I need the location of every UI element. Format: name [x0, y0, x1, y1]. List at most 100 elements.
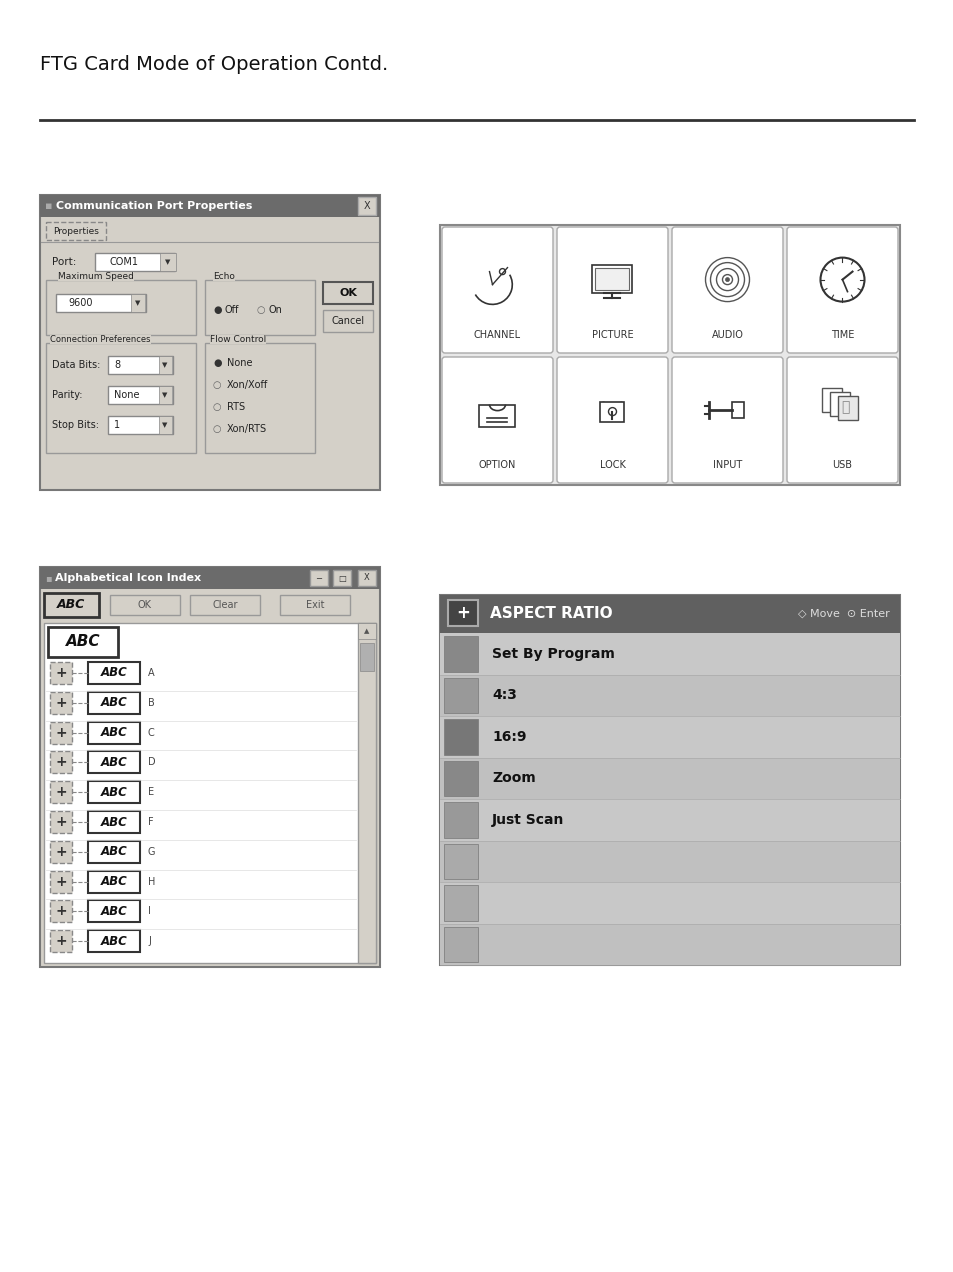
Circle shape	[724, 277, 729, 281]
Bar	[323, 310, 373, 332]
Text: C: C	[148, 728, 154, 738]
FancyBboxPatch shape	[786, 226, 897, 354]
Bar	[159, 356, 172, 374]
Bar	[110, 595, 180, 614]
FancyBboxPatch shape	[50, 841, 71, 862]
Text: Properties: Properties	[53, 226, 99, 235]
Bar	[159, 416, 172, 434]
FancyBboxPatch shape	[46, 223, 106, 240]
Bar	[443, 636, 477, 672]
Bar	[357, 197, 375, 215]
Text: LOCK: LOCK	[598, 460, 625, 469]
Bar	[357, 623, 375, 963]
Bar	[443, 926, 477, 962]
Bar	[439, 225, 899, 485]
FancyBboxPatch shape	[50, 721, 71, 744]
Text: +: +	[55, 904, 67, 918]
Bar	[439, 595, 899, 965]
Bar	[44, 623, 375, 963]
Text: F: F	[148, 817, 153, 827]
Text: ○: ○	[213, 380, 221, 391]
Bar	[160, 253, 175, 271]
Bar	[40, 567, 379, 589]
Text: Just Scan: Just Scan	[492, 813, 564, 827]
Text: ABC: ABC	[100, 786, 128, 799]
Text: ▼: ▼	[162, 422, 168, 427]
Bar	[439, 595, 899, 633]
Bar	[333, 570, 351, 586]
Text: ●: ●	[213, 305, 221, 315]
Bar	[88, 692, 140, 714]
Text: OK: OK	[338, 287, 356, 298]
Text: Cancel: Cancel	[331, 315, 364, 326]
Text: PICTURE: PICTURE	[591, 329, 633, 340]
FancyBboxPatch shape	[46, 343, 195, 453]
Text: Connection Preferences: Connection Preferences	[50, 335, 151, 343]
Text: ABC: ABC	[66, 635, 100, 650]
Bar	[280, 595, 350, 614]
Bar	[88, 870, 140, 893]
Text: ▪: ▪	[45, 201, 52, 211]
Text: Echo: Echo	[213, 272, 234, 281]
Text: Xon/RTS: Xon/RTS	[227, 424, 267, 434]
Bar	[448, 600, 477, 626]
Bar	[88, 901, 140, 922]
FancyBboxPatch shape	[205, 343, 314, 453]
FancyBboxPatch shape	[50, 870, 71, 893]
FancyBboxPatch shape	[205, 280, 314, 335]
Text: +: +	[55, 785, 67, 799]
Text: X: X	[363, 201, 370, 211]
Text: Off: Off	[225, 305, 239, 315]
Text: ▼: ▼	[162, 363, 168, 368]
Text: ABC: ABC	[100, 726, 128, 739]
FancyBboxPatch shape	[50, 752, 71, 773]
Bar	[830, 392, 850, 416]
Text: None: None	[113, 391, 139, 399]
Text: □: □	[337, 574, 346, 583]
Bar	[439, 674, 899, 716]
Bar	[443, 678, 477, 714]
FancyBboxPatch shape	[441, 226, 553, 354]
FancyBboxPatch shape	[671, 226, 782, 354]
Text: +: +	[55, 934, 67, 948]
Text: ▼: ▼	[135, 300, 140, 307]
Text: +: +	[55, 696, 67, 710]
Text: AUDIO: AUDIO	[711, 329, 742, 340]
Bar	[439, 758, 899, 799]
Bar	[357, 570, 375, 586]
Text: D: D	[148, 757, 155, 767]
Bar	[732, 402, 743, 417]
Text: J: J	[148, 936, 151, 946]
Text: +: +	[55, 725, 67, 739]
Bar	[443, 803, 477, 837]
Text: X: X	[364, 574, 370, 583]
FancyBboxPatch shape	[592, 265, 632, 293]
Text: Alphabetical Icon Index: Alphabetical Icon Index	[55, 572, 201, 583]
Text: None: None	[227, 357, 253, 368]
Text: G: G	[148, 847, 155, 857]
Bar	[443, 761, 477, 796]
Text: 9600: 9600	[68, 298, 92, 308]
Text: OK: OK	[138, 600, 152, 611]
Bar	[88, 721, 140, 744]
Bar	[40, 195, 379, 218]
Bar	[88, 812, 140, 833]
Text: +: +	[55, 815, 67, 829]
Bar	[88, 752, 140, 773]
Text: 1: 1	[113, 420, 120, 430]
Text: I: I	[148, 907, 151, 916]
Text: +: +	[55, 756, 67, 770]
Text: ABC: ABC	[100, 696, 128, 710]
Bar	[357, 623, 375, 639]
Bar	[323, 282, 373, 304]
Text: ABC: ABC	[100, 935, 128, 948]
Text: INPUT: INPUT	[712, 460, 741, 469]
Text: +: +	[456, 604, 470, 622]
Bar	[44, 593, 99, 617]
Text: ─: ─	[316, 574, 321, 583]
Text: Flow Control: Flow Control	[210, 335, 266, 343]
Bar	[439, 799, 899, 841]
Text: OPTION: OPTION	[478, 460, 516, 469]
Text: ◇ Move  ⊙ Enter: ◇ Move ⊙ Enter	[798, 609, 889, 619]
Text: RTS: RTS	[227, 402, 245, 412]
